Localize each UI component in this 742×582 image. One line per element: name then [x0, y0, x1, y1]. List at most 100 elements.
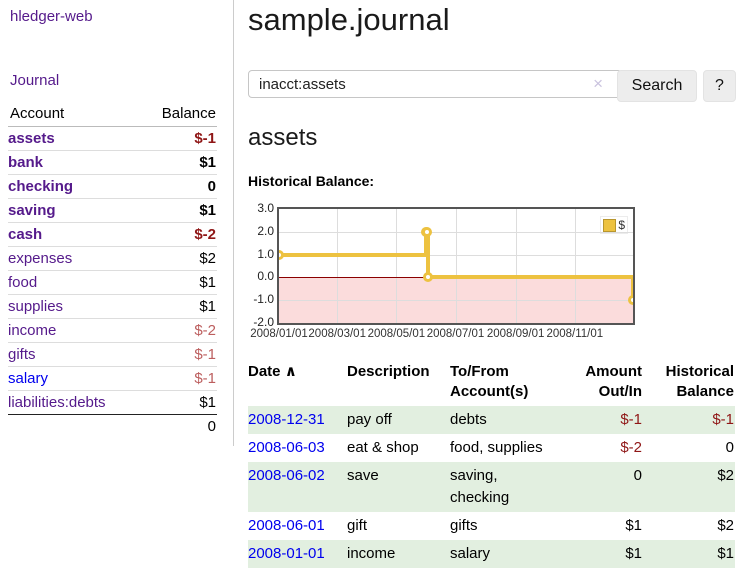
chart-data-marker [628, 295, 633, 306]
sort-ascending-icon: ∧ [284, 363, 297, 380]
account-link-supplies[interactable]: supplies [8, 298, 64, 315]
chart-gridline [337, 209, 338, 323]
x-axis-tick-label: 2008/07/01 [426, 328, 485, 340]
account-row: saving $1 [8, 198, 217, 223]
account-balance: $-2 [139, 222, 217, 247]
account-link-liabilities-debts[interactable]: liabilities:debts [8, 394, 106, 411]
transaction-description: pay off [347, 411, 392, 428]
transaction-description: eat & shop [347, 439, 419, 456]
transaction-balance: $1 [717, 545, 734, 562]
transaction-date-link[interactable]: 2008-01-01 [248, 545, 325, 562]
chart-gridline [279, 255, 633, 256]
account-link-income[interactable]: income [8, 322, 57, 339]
chart-gridline [575, 209, 576, 323]
transaction-date-link[interactable]: 2008-06-02 [248, 467, 325, 484]
amount-column-header: Amount Out/In [585, 363, 642, 400]
account-link-assets[interactable]: assets [8, 130, 55, 147]
x-axis-tick-label: 2008/01/01 [250, 328, 308, 340]
transaction-description: income [347, 545, 396, 562]
chart-plot-area: $ [277, 207, 635, 325]
chart-legend: $ [600, 216, 628, 234]
account-link-expenses[interactable]: expenses [8, 250, 73, 267]
y-axis-tick-label: 0.0 [257, 269, 274, 284]
transaction-amount: $1 [625, 545, 642, 562]
x-axis-tick-label: 2008/11/01 [546, 328, 604, 340]
account-link-saving[interactable]: saving [8, 202, 56, 219]
legend-swatch-icon [603, 218, 617, 232]
account-balance: $1 [139, 150, 217, 175]
chart-gridline [279, 232, 633, 233]
account-link-checking[interactable]: checking [8, 178, 74, 195]
account-balance: $-1 [139, 366, 217, 391]
chart-gridline [456, 209, 457, 323]
sidebar-item-journal[interactable]: Journal [10, 72, 60, 89]
account-row: gifts $-1 [8, 342, 217, 367]
chart-data-marker [279, 249, 284, 260]
account-link-salary[interactable]: salary [8, 370, 49, 387]
account-balance: 0 [139, 174, 217, 199]
account-column-header: Account [10, 105, 65, 122]
account-link-gifts[interactable]: gifts [8, 346, 36, 363]
clear-search-icon[interactable]: × [593, 74, 603, 93]
transaction-date-link[interactable]: 2008-06-03 [248, 439, 325, 456]
account-total-balance: 0 [139, 414, 217, 438]
account-row: salary $-1 [8, 366, 217, 391]
x-axis-tick-label: 2008/09/01 [486, 328, 545, 340]
transactions-header-row: Date ∧ Description To/From Account(s) Am… [248, 360, 735, 406]
transactions-table: Date ∧ Description To/From Account(s) Am… [248, 360, 735, 568]
chart-series-segment [428, 275, 633, 280]
chart-gridline [279, 300, 633, 301]
search-input[interactable] [248, 70, 622, 98]
chart-series-segment [631, 275, 633, 303]
transaction-amount: $1 [625, 517, 642, 534]
account-balance: $1 [139, 270, 217, 295]
transaction-row: 2008-06-02 save saving, checking 0 $2 [248, 462, 735, 512]
description-column-header: Description [347, 363, 430, 380]
date-column-header[interactable]: Date ∧ [248, 363, 297, 380]
account-balance: $-2 [139, 318, 217, 343]
page-title: sample.journal [248, 2, 450, 37]
y-axis-tick-label: 1.0 [257, 246, 274, 261]
account-row: cash $-2 [8, 222, 217, 247]
y-axis-tick-label: 2.0 [257, 223, 274, 238]
transaction-date-link[interactable]: 2008-12-31 [248, 411, 325, 428]
chart-series-segment [426, 229, 431, 280]
sidebar: hledger-web Journal Account Balance asse… [0, 0, 234, 446]
chart-data-marker [422, 226, 433, 237]
account-link-cash[interactable]: cash [8, 226, 43, 243]
search-button[interactable]: Search [617, 70, 697, 102]
help-button[interactable]: ? [703, 70, 736, 102]
account-row: income $-2 [8, 318, 217, 343]
chart-gridline [396, 209, 397, 323]
account-link-bank[interactable]: bank [8, 154, 44, 171]
account-balance-table: Account Balance assets $-1 bank $1 check… [8, 101, 217, 438]
account-row: assets $-1 [8, 126, 217, 151]
account-row: checking 0 [8, 174, 217, 199]
account-row: liabilities:debts $1 [8, 390, 217, 415]
transaction-row: 2008-06-01 gift gifts $1 $2 [248, 512, 735, 540]
y-axis-tick-label: 3.0 [257, 201, 274, 215]
account-balance: $-1 [139, 126, 217, 151]
chart-data-marker [423, 272, 434, 283]
transaction-accounts: saving, checking [450, 467, 510, 506]
account-row: expenses $2 [8, 246, 217, 271]
legend-label: $ [618, 218, 625, 232]
y-axis-tick-label: -2.0 [253, 315, 274, 329]
account-link-food[interactable]: food [8, 274, 38, 291]
app-title-link[interactable]: hledger-web [10, 8, 93, 25]
account-balance: $2 [139, 246, 217, 271]
transaction-row: 2008-01-01 income salary $1 $1 [248, 540, 735, 568]
transaction-row: 2008-12-31 pay off debts $-1 $-1 [248, 406, 735, 434]
transaction-accounts: gifts [450, 517, 478, 534]
account-row: food $1 [8, 270, 217, 295]
account-heading: assets [248, 124, 318, 151]
account-row: supplies $1 [8, 294, 217, 319]
account-row: bank $1 [8, 150, 217, 175]
transaction-balance: $-1 [712, 411, 734, 428]
transaction-balance: $2 [717, 517, 734, 534]
main-content: sample.journal × Search ? assets Histori… [248, 0, 736, 582]
chart-gridline [516, 209, 517, 323]
transaction-accounts: debts [450, 411, 487, 428]
transaction-description: gift [347, 517, 368, 534]
transaction-date-link[interactable]: 2008-06-01 [248, 517, 325, 534]
